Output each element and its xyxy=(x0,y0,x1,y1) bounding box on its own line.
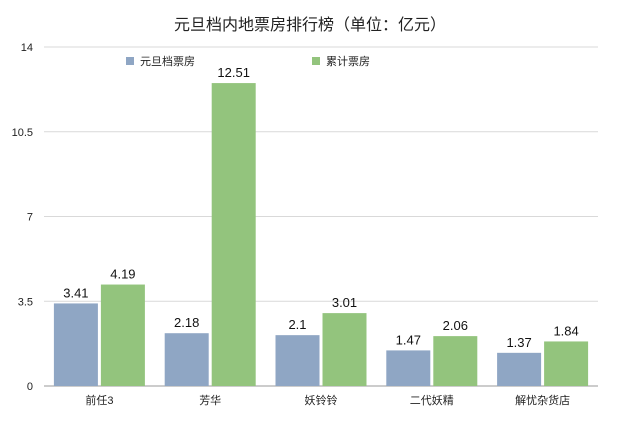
x-tick-label: 妖铃铃 xyxy=(305,393,338,407)
bar xyxy=(322,313,367,386)
labels-layer: 0 3.5 7 10.5 14 3.41 4.19 前任3 2.18 12.51 芳华 2.1 3.01… xyxy=(12,42,579,407)
data-label: 12.51 xyxy=(217,65,250,80)
x-tick-label: 二代妖精 xyxy=(410,393,454,407)
y-tick-label: 10.5 xyxy=(12,127,33,139)
data-label: 1.84 xyxy=(553,323,578,338)
legend-swatch-1 xyxy=(312,57,320,65)
data-label: 3.01 xyxy=(332,295,357,310)
bar xyxy=(275,335,320,386)
data-label: 2.06 xyxy=(443,318,468,333)
data-label: 2.18 xyxy=(174,315,199,330)
bar xyxy=(497,352,542,386)
x-tick-label: 前任3 xyxy=(85,393,113,407)
chart-title: 元旦档内地票房排行榜（单位：亿元） xyxy=(174,16,446,34)
y-tick-label: 7 xyxy=(27,212,33,224)
y-tick-label: 3.5 xyxy=(18,296,33,308)
legend-swatch-0 xyxy=(126,57,134,65)
y-tick-label: 14 xyxy=(21,42,33,54)
data-label: 2.1 xyxy=(288,317,306,332)
bar xyxy=(386,350,431,386)
legend: 元旦档票房 累计票房 xyxy=(126,54,370,68)
legend-label-0: 元旦档票房 xyxy=(140,54,195,68)
legend-label-1: 累计票房 xyxy=(326,55,370,68)
data-label: 4.19 xyxy=(110,267,135,282)
bar xyxy=(211,83,256,386)
data-label: 1.37 xyxy=(506,335,531,350)
bars-layer xyxy=(53,83,589,386)
bar xyxy=(100,284,145,386)
data-label: 3.41 xyxy=(63,285,88,300)
bar xyxy=(164,333,209,386)
bar xyxy=(53,303,98,386)
y-tick-label: 0 xyxy=(27,381,33,393)
data-label: 1.47 xyxy=(396,332,421,347)
x-tick-label: 芳华 xyxy=(199,393,221,407)
bar xyxy=(544,341,589,386)
x-tick-label: 解忧杂货店 xyxy=(515,393,570,407)
bar xyxy=(433,336,478,386)
